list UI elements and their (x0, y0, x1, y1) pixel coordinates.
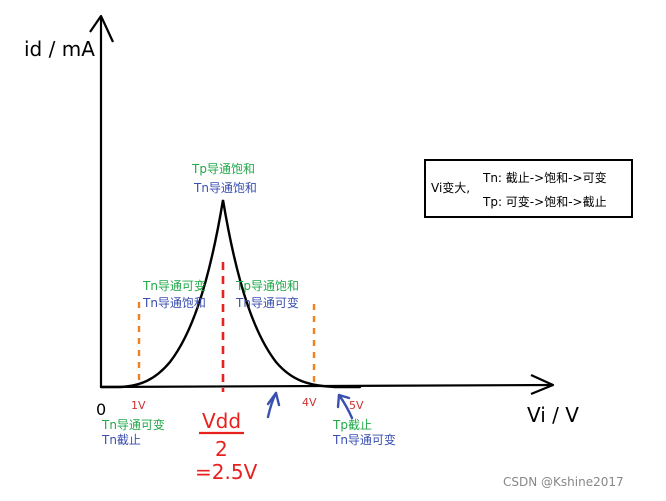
current-curve (99, 199, 362, 389)
below-right-label-line2: Tn导通可变 (332, 432, 396, 447)
legend-box: Vi变大, Tn: 截止->饱和->可变 Tp: 可变->饱和->截止 (424, 159, 633, 218)
legend-tn: Tn: 截止->饱和->可变 (482, 170, 607, 185)
below-left-label-line2: Tn截止 (101, 433, 141, 447)
x-axis (100, 373, 555, 396)
vdd-numerator: Vdd (202, 409, 241, 433)
arrow-left-icon (266, 391, 281, 419)
below-left-label-line1: Tn导通可变 (101, 417, 165, 432)
watermark: CSDN @Kshine2017 (503, 475, 624, 489)
left-region-label-line1: Tn导通可变 (142, 278, 206, 293)
vdd-denominator: 2 (215, 437, 228, 461)
left-region-label-line2: Tn导通饱和 (142, 295, 206, 310)
y-axis (89, 14, 114, 387)
origin-label: 0 (96, 400, 106, 419)
right-region-label-line1: Tp导通饱和 (235, 278, 299, 293)
peak-label-line1: Tp导通饱和 (191, 161, 255, 176)
tick-label-4v: 4V (302, 396, 317, 409)
arrow-right-icon (336, 393, 354, 420)
right-region-label-line2: Tn导通可变 (235, 295, 299, 310)
legend-prefix: Vi变大, (431, 180, 470, 195)
peak-label-line2: Tn导通饱和 (193, 180, 257, 195)
vdd-value: =2.5V (195, 460, 258, 484)
below-right-label-line1: Tp截止 (332, 418, 372, 432)
legend-tp: Tp: 可变->饱和->截止 (482, 194, 607, 209)
tick-label-1v: 1V (131, 399, 146, 412)
x-axis-label: Vi / V (527, 403, 579, 427)
tick-label-5v: 5V (349, 399, 364, 412)
y-axis-label: id / mA (24, 37, 95, 61)
